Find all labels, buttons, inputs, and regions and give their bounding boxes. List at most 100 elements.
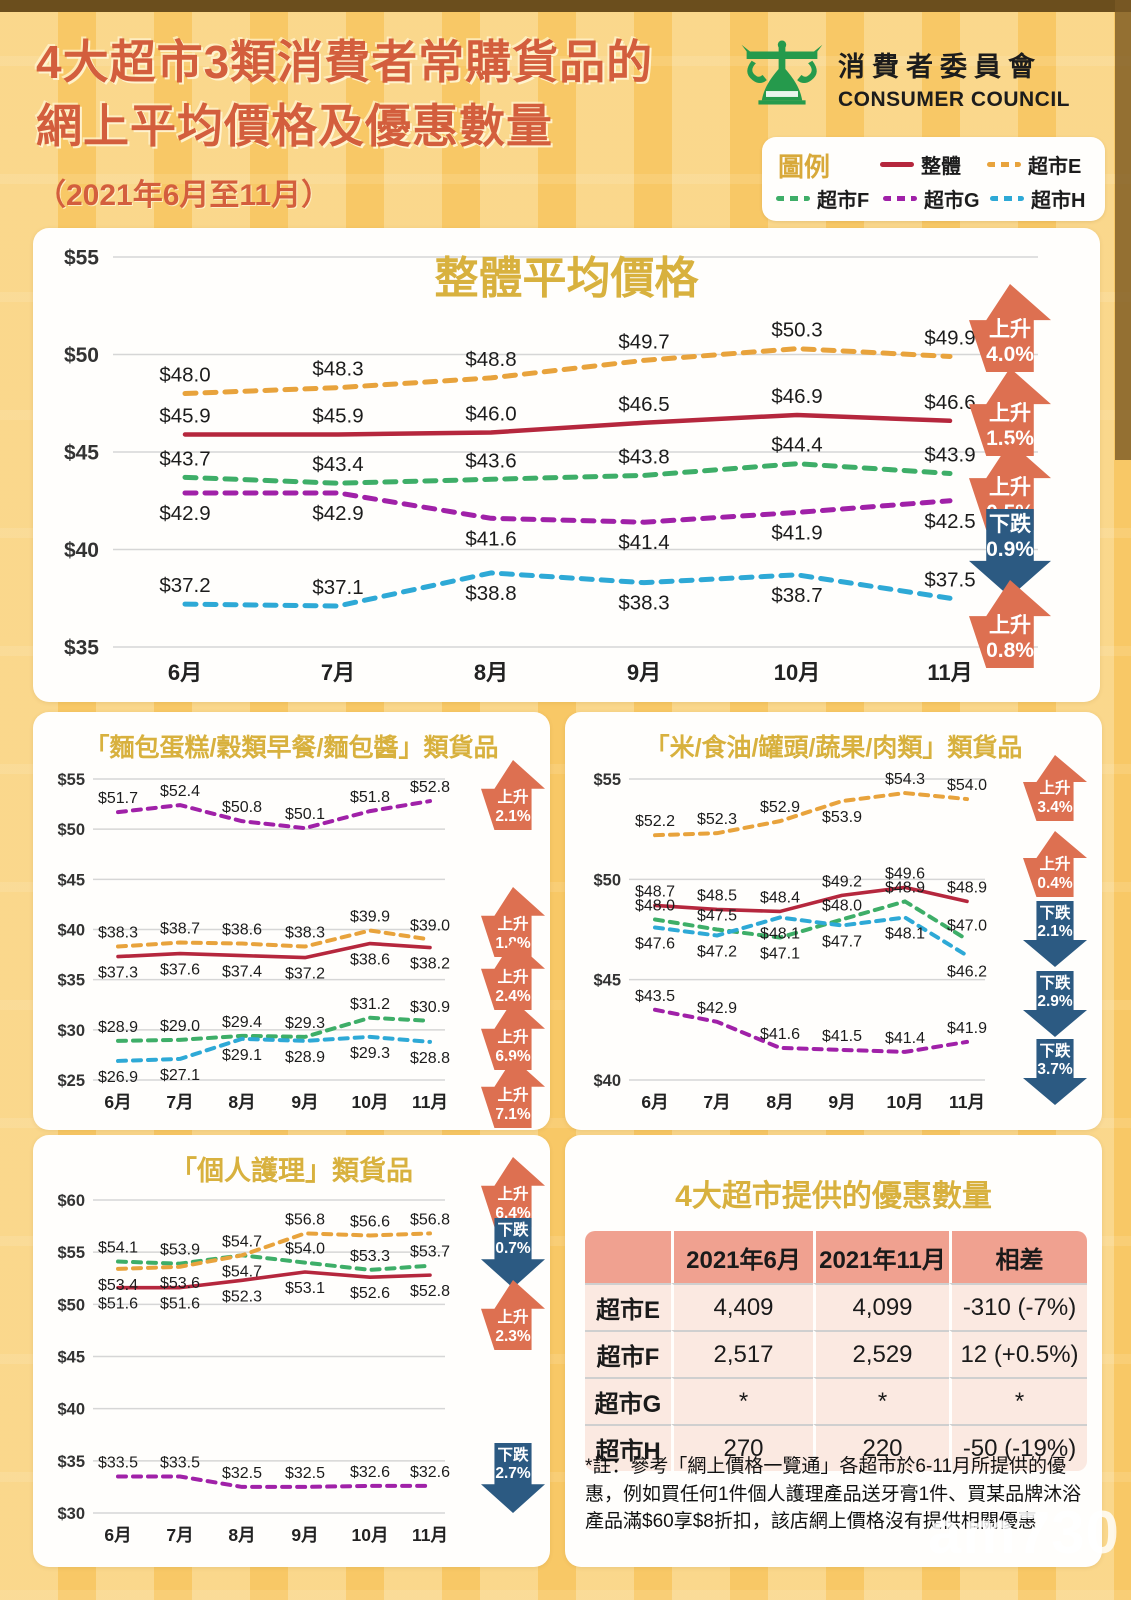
legend-item-overall: 整體 xyxy=(880,153,961,178)
nov-value: 220 xyxy=(813,1424,949,1471)
page-title-line1: 4大超市3類消費者常購貨品的 xyxy=(36,36,654,88)
series-line-超市G xyxy=(116,799,432,831)
data-label-超市G: $32.6 xyxy=(350,1464,390,1481)
discount-count-card: 4大超市提供的優惠數量 2021年6月 2021年11月 相差 超市E 4,40… xyxy=(565,1135,1102,1567)
data-label-超市E: $50.3 xyxy=(771,319,822,342)
page-title-line2: 網上平均價格及優惠數量 xyxy=(36,100,553,152)
data-label-超市H: $38.7 xyxy=(771,584,822,607)
chart-title-personal: 「個人護理」類貨品 xyxy=(170,1156,413,1186)
series-line-超市F xyxy=(182,461,953,486)
series-line-整體 xyxy=(116,1270,432,1290)
series-line-超市G xyxy=(116,1474,432,1489)
data-label-超市E: $38.3 xyxy=(285,925,325,942)
scales-icon xyxy=(741,40,823,105)
diff-value: -310 (-7%) xyxy=(949,1283,1087,1330)
data-label-整體: $49.2 xyxy=(822,873,862,890)
overall-line-swatch xyxy=(880,161,914,167)
data-label-超市H: $46.2 xyxy=(947,964,987,981)
bread-cereal-spread-chart: 「麵包蛋糕/穀類早餐/麵包醬」類貨品 $55 $50 $45 $40 $35 $30 $25… xyxy=(33,712,550,1130)
consumer-council-logo: 消費者委員會 CONSUMER COUNCIL xyxy=(738,38,1070,118)
data-label-整體: $38.2 xyxy=(410,956,450,973)
data-label-超市E: $56.8 xyxy=(285,1211,325,1228)
data-label-整體: $52.8 xyxy=(410,1283,450,1300)
data-label-超市E: $38.7 xyxy=(160,921,200,938)
data-label-整體: $52.6 xyxy=(350,1285,390,1302)
jun-value: 270 xyxy=(671,1424,813,1471)
data-label-超市F: $47.5 xyxy=(697,908,737,925)
data-label-超市H: $48.1 xyxy=(760,925,800,942)
data-label-超市E: $53.6 xyxy=(160,1275,200,1292)
x-axis-tick: 9月 xyxy=(291,1092,318,1112)
data-label-超市G: $41.6 xyxy=(465,527,516,550)
legend-item-supermarket-f: 超市F xyxy=(776,187,869,212)
header-nov-2021: 2021年11月 xyxy=(813,1231,949,1283)
data-label-超市F: $53.7 xyxy=(410,1244,450,1261)
x-axis-tick: 8月 xyxy=(766,1092,793,1112)
series-line-超市E xyxy=(653,791,969,838)
series-line-超市F xyxy=(116,1015,432,1043)
data-label-超市E: $54.3 xyxy=(885,771,925,788)
data-label-超市G: $41.4 xyxy=(618,531,669,554)
legend-item-supermarket-h: 超市H xyxy=(990,187,1085,212)
table-row: 超市E 4,409 4,099 -310 (-7%) xyxy=(585,1283,1087,1330)
data-label-超市F: $48.9 xyxy=(885,879,925,896)
data-label-超市G: $32.5 xyxy=(222,1465,262,1482)
row-label: 超市E xyxy=(585,1283,671,1330)
logo-text: 消費者委員會 CONSUMER COUNCIL xyxy=(838,45,1070,112)
data-label-整體: $46.6 xyxy=(924,391,975,414)
y-axis-tick: $30 xyxy=(57,1505,85,1523)
overall-average-price-chart: 整體平均價格 $55 $50 $45 $40 $35 6月 7月 8月 9月 10月 11月 $48.… xyxy=(33,228,1100,702)
data-label-超市F: $48.0 xyxy=(822,897,862,914)
data-label-超市G: $52.8 xyxy=(410,779,450,796)
series-line-超市E xyxy=(116,928,432,949)
data-label-整體: $49.6 xyxy=(885,865,925,882)
data-label-超市G: $42.5 xyxy=(924,510,975,533)
data-label-超市H: $37.2 xyxy=(159,574,210,597)
data-label-超市G: $41.9 xyxy=(947,1020,987,1037)
data-label-超市G: $52.4 xyxy=(160,783,200,800)
data-label-超市F: $30.9 xyxy=(410,999,450,1016)
y-axis-tick: $40 xyxy=(64,539,99,562)
y-axis-tick: $35 xyxy=(57,972,85,990)
data-label-超市F: $29.0 xyxy=(160,1018,200,1035)
rice-oil-canned-produce-meat-chart: 「米/食油/罐頭/蔬果/肉類」類貨品 $55 $50 $45 $40 6月 7月 8月 9月 1… xyxy=(565,712,1102,1130)
series-line-超市G xyxy=(653,1007,969,1054)
data-label-整體: $46.9 xyxy=(771,385,822,408)
am730-watermark: am730 xyxy=(928,1499,1120,1566)
data-label-整體: $48.9 xyxy=(947,879,987,896)
data-label-整體: $37.2 xyxy=(285,966,325,983)
table-row: 超市F 2,517 2,529 12 (+0.5%) xyxy=(585,1330,1087,1377)
chart-title-rice: 「米/食油/罐頭/蔬果/肉類」類貨品 xyxy=(644,734,1023,762)
header-jun-2021: 2021年6月 xyxy=(671,1231,813,1283)
x-axis-tick: 8月 xyxy=(228,1092,255,1112)
table-footnote: *註：參考「網上價格一覽通」各超市於6-11月所提供的優惠，例如買任何1件個人護… xyxy=(585,1456,1082,1533)
y-axis-tick: $45 xyxy=(57,1348,85,1366)
data-label-超市G: $33.5 xyxy=(98,1454,138,1471)
row-label: 超市G xyxy=(585,1377,671,1424)
data-label-超市F: $29.4 xyxy=(222,1014,262,1031)
data-label-超市F: $43.4 xyxy=(312,453,363,476)
jun-value: 4,409 xyxy=(671,1283,813,1330)
legend-item-supermarket-e: 超市E xyxy=(987,153,1081,178)
y-axis-tick: $35 xyxy=(64,637,99,660)
x-axis-tick: 6月 xyxy=(168,660,202,685)
y-axis-tick: $35 xyxy=(57,1453,85,1471)
supermarket-e-line-swatch xyxy=(987,161,1021,167)
data-label-超市G: $33.5 xyxy=(160,1454,200,1471)
data-label-整體: $37.3 xyxy=(98,965,138,982)
data-label-超市E: $39.9 xyxy=(350,909,390,926)
y-axis-tick: $55 xyxy=(593,771,621,789)
legend-item-supermarket-g: 超市G xyxy=(883,187,980,212)
data-label-整體: $38.6 xyxy=(350,952,390,969)
chart-title-bread: 「麵包蛋糕/穀類早餐/麵包醬」類貨品 xyxy=(84,734,499,762)
supermarket-h-line-swatch xyxy=(990,195,1024,201)
data-label-超市G: $50.1 xyxy=(285,806,325,823)
data-label-超市E: $52.3 xyxy=(697,811,737,828)
x-axis-tick: 7月 xyxy=(703,1092,730,1112)
data-label-超市F: $31.2 xyxy=(350,996,390,1013)
data-label-超市G: $43.5 xyxy=(635,988,675,1005)
supermarket-g-line-swatch xyxy=(883,195,917,201)
y-axis-tick: $55 xyxy=(64,247,99,270)
x-axis-tick: 9月 xyxy=(291,1525,318,1545)
data-label-超市H: $47.7 xyxy=(822,933,862,950)
